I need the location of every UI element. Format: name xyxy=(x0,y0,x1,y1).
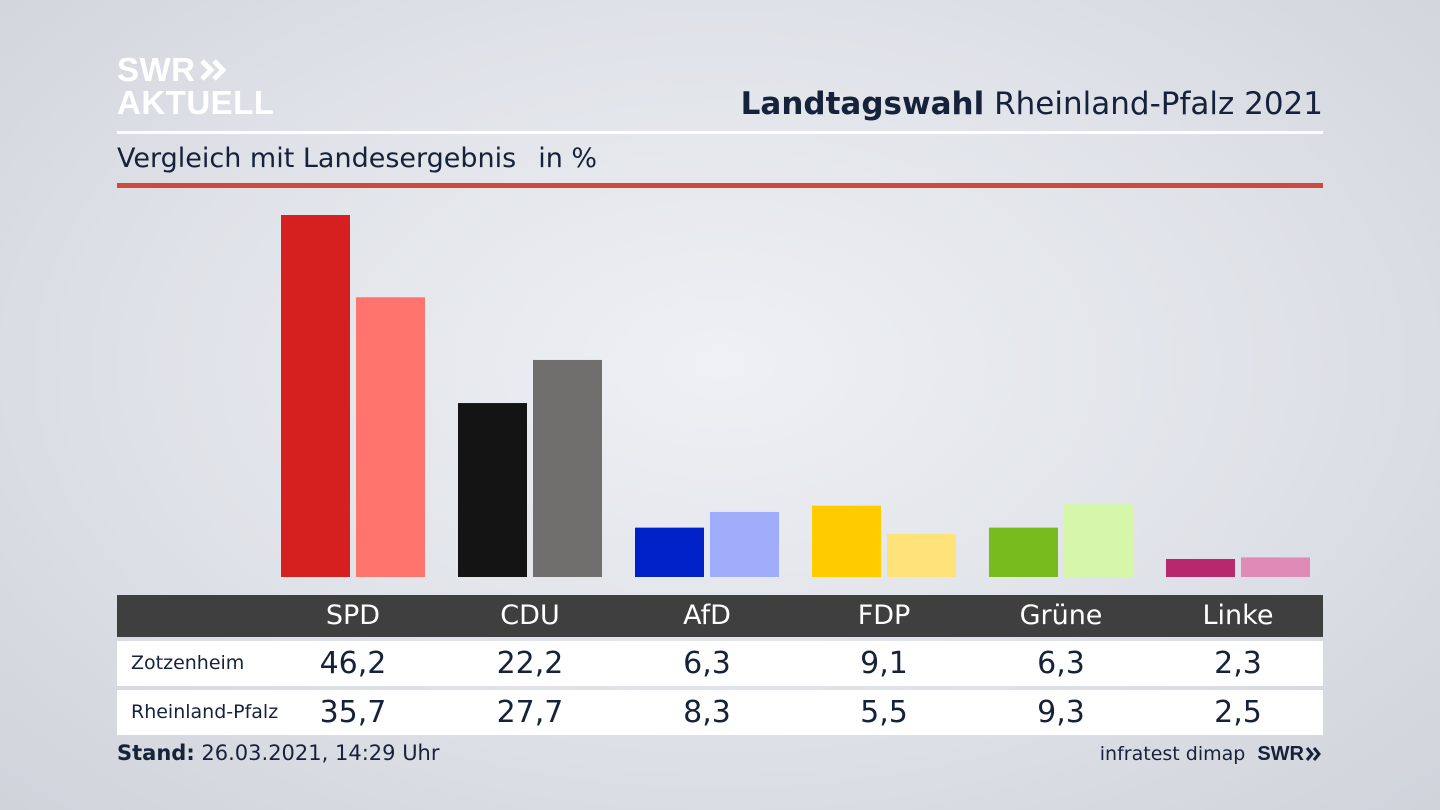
value-linke: 2,3 xyxy=(1214,646,1262,681)
title-rest: Rheinland-Pfalz 2021 xyxy=(994,86,1323,122)
timestamp: Stand: 26.03.2021, 14:29 Uhr xyxy=(117,741,440,765)
bar-gr-ne-rheinland-pfalz xyxy=(1064,504,1133,577)
stand-value: 26.03.2021, 14:29 Uhr xyxy=(201,741,440,765)
double-chevron-right-icon xyxy=(199,59,227,81)
bar-linke-rheinland-pfalz xyxy=(1241,557,1310,577)
source-text: infratest dimap xyxy=(1099,743,1246,765)
value-gr-ne: 9,3 xyxy=(1037,695,1085,730)
bar-cdu-rheinland-pfalz xyxy=(533,359,602,577)
page-title: Landtagswahl Rheinland-Pfalz 2021 xyxy=(741,86,1323,122)
subtitle-unit: in % xyxy=(538,143,598,174)
accent-divider xyxy=(117,183,1323,188)
bar-afd-zotzenheim xyxy=(635,527,704,577)
row-label: Zotzenheim xyxy=(131,652,245,674)
value-fdp: 9,1 xyxy=(860,646,908,681)
results-table: SPD CDU AfD FDP Grüne Linke Zotzenheim 46,2 22… xyxy=(117,595,1323,735)
logo-swr-text: SWR xyxy=(117,51,196,88)
chart-subtitle: Vergleich mit Landesergebnis in % xyxy=(117,143,597,174)
logo-aktuell-text: AKTUELL xyxy=(117,84,275,121)
table-row-zotzenheim: Zotzenheim 46,2 22,2 6,3 9,1 6,3 2,3 xyxy=(117,641,1323,686)
value-spd: 35,7 xyxy=(319,695,387,730)
bar-spd-rheinland-pfalz xyxy=(356,297,425,577)
value-gr-ne: 6,3 xyxy=(1037,646,1085,681)
table-header: SPD CDU AfD FDP Grüne Linke xyxy=(117,595,1323,637)
category-label-linke: Linke xyxy=(1202,600,1274,631)
source-credit: infratest dimap SWR xyxy=(1100,741,1323,767)
bar-afd-rheinland-pfalz xyxy=(710,511,779,577)
value-linke: 2,5 xyxy=(1214,695,1262,730)
category-label-fdp: FDP xyxy=(857,600,911,631)
swr-aktuell-logo: SWR AKTUELL xyxy=(117,51,275,121)
title-bold: Landtagswahl xyxy=(740,86,985,122)
subtitle-text: Vergleich mit Landesergebnis xyxy=(117,143,517,174)
header-divider xyxy=(117,131,1323,134)
bar-gr-ne-zotzenheim xyxy=(989,527,1058,577)
footer-brand: SWR xyxy=(1257,742,1304,765)
value-cdu: 27,7 xyxy=(496,695,564,730)
value-fdp: 5,5 xyxy=(860,695,908,730)
double-chevron-right-icon xyxy=(1305,747,1321,761)
category-label-gr-ne: Grüne xyxy=(1019,600,1103,631)
value-cdu: 22,2 xyxy=(496,646,564,681)
bar-linke-zotzenheim xyxy=(1166,558,1235,577)
category-label-cdu: CDU xyxy=(500,600,560,631)
value-spd: 46,2 xyxy=(319,646,387,681)
bar-cdu-zotzenheim xyxy=(458,403,527,577)
category-label-spd: SPD xyxy=(325,600,381,631)
table-row-rheinland-pfalz: Rheinland-Pfalz 35,7 27,7 8,3 5,5 9,3 2,5 xyxy=(117,690,1323,735)
value-afd: 6,3 xyxy=(683,646,731,681)
row-label: Rheinland-Pfalz xyxy=(131,701,279,723)
bar-spd-zotzenheim xyxy=(281,215,350,577)
bar-fdp-rheinland-pfalz xyxy=(887,533,956,577)
category-label-afd: AfD xyxy=(683,600,731,631)
stand-label: Stand: xyxy=(117,741,195,765)
bar-fdp-zotzenheim xyxy=(812,505,881,577)
value-afd: 8,3 xyxy=(683,695,731,730)
